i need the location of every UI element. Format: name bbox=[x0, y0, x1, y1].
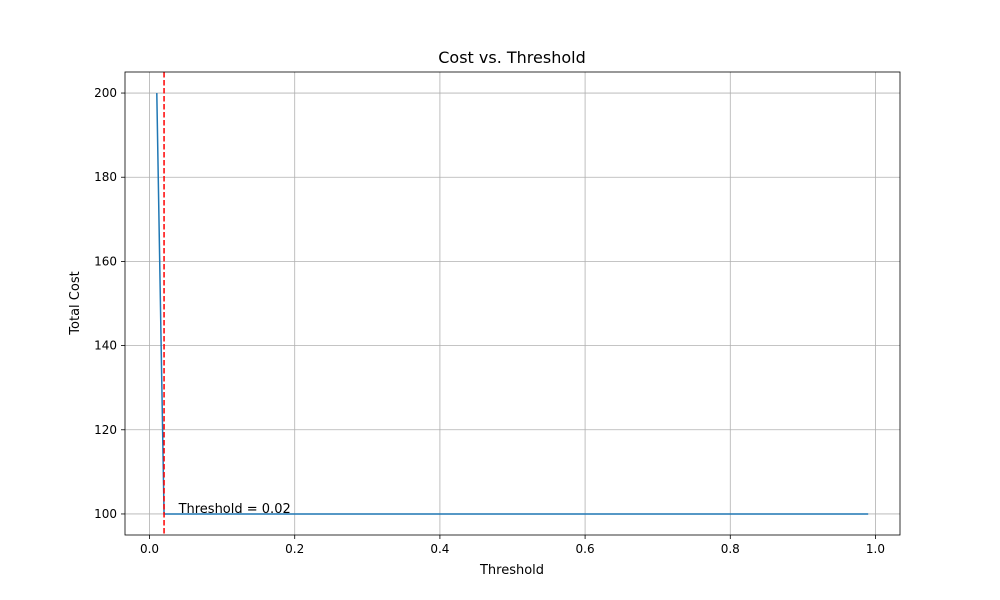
x-tick-label: 0.2 bbox=[285, 542, 304, 556]
y-tick-label: 140 bbox=[94, 339, 117, 353]
threshold-annotation: Threshold = 0.02 bbox=[178, 502, 291, 517]
x-tick-label: 0.4 bbox=[430, 542, 449, 556]
y-tick-label: 180 bbox=[94, 170, 117, 184]
y-axis-label: Total Cost bbox=[68, 271, 83, 335]
y-tick-label: 100 bbox=[94, 507, 117, 521]
y-tick-label: 160 bbox=[94, 254, 117, 268]
x-tick-label: 0.0 bbox=[140, 542, 159, 556]
x-tick-label: 1.0 bbox=[866, 542, 885, 556]
axes-frame bbox=[124, 71, 901, 536]
x-tick-label: 0.6 bbox=[576, 542, 595, 556]
chart-title: Cost vs. Threshold bbox=[438, 48, 585, 67]
y-tick-label: 200 bbox=[94, 86, 117, 100]
y-tick-label: 120 bbox=[94, 423, 117, 437]
x-axis-label: Threshold bbox=[479, 563, 544, 578]
series-line bbox=[156, 93, 869, 515]
x-tick-label: 0.8 bbox=[721, 542, 740, 556]
plot-area: 0.0 0.2 0.4 0.6 0.8 1.0 100 120 140 160 180 200 Thre… bbox=[94, 71, 901, 556]
